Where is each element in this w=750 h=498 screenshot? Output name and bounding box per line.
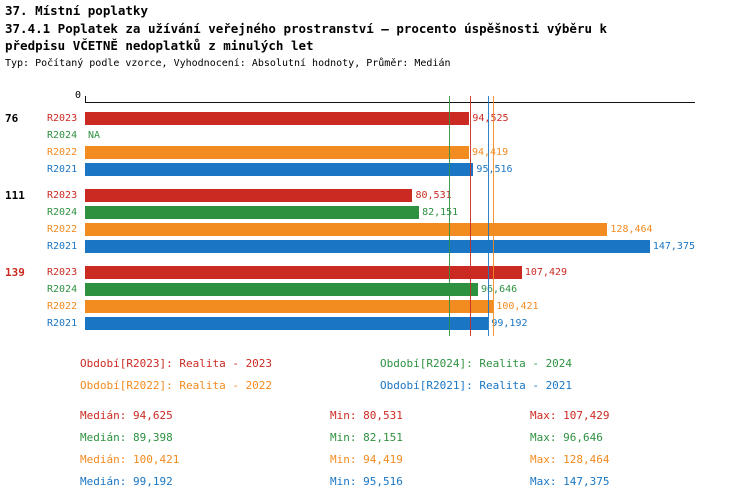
group-label: 76 xyxy=(5,112,19,125)
legend-item-r2022: Období[R2022]: Realita - 2022 xyxy=(80,379,273,392)
bar-value-label: 94,525 xyxy=(472,113,509,124)
bar-row: 76 R2023 94,525 xyxy=(5,110,695,127)
x-axis-zero-label: 0 xyxy=(75,90,82,101)
legend-item-r2023: Období[R2023]: Realita - 2023 xyxy=(80,357,273,370)
bar xyxy=(85,189,413,202)
stat-median-r2021: Medián: 99,192 xyxy=(80,475,173,488)
legend: Období[R2023]: Realita - 2023 Období[R20… xyxy=(80,358,720,392)
bar-chart: 76 R2023 94,525 R2024 NA R2022 xyxy=(5,110,695,341)
bar xyxy=(85,206,420,219)
bar-value-label: 80,531 xyxy=(415,190,452,201)
series-label: R2022 xyxy=(47,224,78,235)
series-label: R2024 xyxy=(47,284,78,295)
bar-row: R2022 94,419 xyxy=(5,144,695,161)
page-title: 37. Místní poplatky xyxy=(5,3,148,18)
stat-min-r2023: Min: 80,531 xyxy=(330,409,403,422)
series-label: R2023 xyxy=(47,113,78,124)
bar xyxy=(85,283,479,296)
stat-min-r2024: Min: 82,151 xyxy=(330,431,403,444)
bar xyxy=(85,317,489,330)
stat-median-r2024: Medián: 89,398 xyxy=(80,431,173,444)
x-axis-zero-tick xyxy=(85,96,86,103)
bar-row: R2021 99,192 xyxy=(5,315,695,332)
bar-value-label: 94,419 xyxy=(471,147,509,158)
bar xyxy=(85,146,469,159)
chart-subtitle-line1: 37.4.1 Poplatek za užívání veřejného pro… xyxy=(5,21,608,36)
bar xyxy=(85,163,474,176)
bar xyxy=(85,112,470,125)
bar xyxy=(85,300,494,313)
bar-group-111: 111 R2023 80,531 R2024 82,151 R2022 xyxy=(5,187,695,255)
bar-row: R2021 95,516 xyxy=(5,161,695,178)
stat-min-r2022: Min: 94,419 xyxy=(330,453,403,466)
series-label: R2023 xyxy=(47,190,78,201)
bar-row: R2024 82,151 xyxy=(5,204,695,221)
bar-row: R2024 96,646 xyxy=(5,281,695,298)
bar-row: R2021 147,375 xyxy=(5,238,695,255)
stats-table: Medián: 94,625 Min: 80,531 Max: 107,429 … xyxy=(80,409,740,488)
bar-value-label: 95,516 xyxy=(476,164,513,175)
bar-row: R2024 NA xyxy=(5,127,695,144)
bar-value-label: 96,646 xyxy=(481,284,518,295)
bar-value-label: 128,464 xyxy=(610,224,653,235)
bar-value-label: 107,429 xyxy=(524,267,568,278)
x-axis-line xyxy=(85,102,695,103)
stat-max-r2024: Max: 96,646 xyxy=(530,431,603,444)
group-label: 139 xyxy=(5,266,25,279)
stat-max-r2021: Max: 147,375 xyxy=(530,475,610,488)
bar-value-label: 147,375 xyxy=(652,241,695,252)
bar-value-label: 99,192 xyxy=(491,318,528,329)
series-label: R2021 xyxy=(47,318,78,329)
group-label: 111 xyxy=(5,189,25,202)
legend-item-r2024: Období[R2024]: Realita - 2024 xyxy=(380,357,573,370)
bar-row: R2022 100,421 xyxy=(5,298,695,315)
bar-value-label: NA xyxy=(88,130,101,141)
bar-group-139: 139 R2023 107,429 R2024 96,646 R2022 xyxy=(5,264,695,332)
bar-row: 111 R2023 80,531 xyxy=(5,187,695,204)
bar-value-label: 82,151 xyxy=(422,207,459,218)
series-label: R2021 xyxy=(47,164,78,175)
bar-value-label: 100,421 xyxy=(496,301,539,312)
legend-item-r2021: Období[R2021]: Realita - 2021 xyxy=(380,379,573,392)
series-label: R2024 xyxy=(47,130,78,141)
series-label: R2021 xyxy=(47,241,78,252)
series-label: R2023 xyxy=(47,267,78,278)
stat-max-r2023: Max: 107,429 xyxy=(530,409,610,422)
series-label: R2022 xyxy=(47,301,78,312)
series-label: R2024 xyxy=(47,207,78,218)
bar-row: R2022 128,464 xyxy=(5,221,695,238)
stat-min-r2021: Min: 95,516 xyxy=(330,475,403,488)
bar-group-76: 76 R2023 94,525 R2024 NA R2022 xyxy=(5,110,695,178)
bar xyxy=(85,266,522,279)
bar-row: 139 R2023 107,429 xyxy=(5,264,695,281)
chart-subtitle-line2: předpisu VČETNĚ nedoplatků z minulých le… xyxy=(5,38,314,53)
series-label: R2022 xyxy=(47,147,78,158)
bar xyxy=(85,223,608,236)
stat-max-r2022: Max: 128,464 xyxy=(530,453,610,466)
stat-median-r2022: Medián: 100,421 xyxy=(80,453,180,466)
bar xyxy=(85,240,650,253)
chart-meta-info: Typ: Počítaný podle vzorce, Vyhodnocení:… xyxy=(5,58,451,69)
stat-median-r2023: Medián: 94,625 xyxy=(80,409,173,422)
